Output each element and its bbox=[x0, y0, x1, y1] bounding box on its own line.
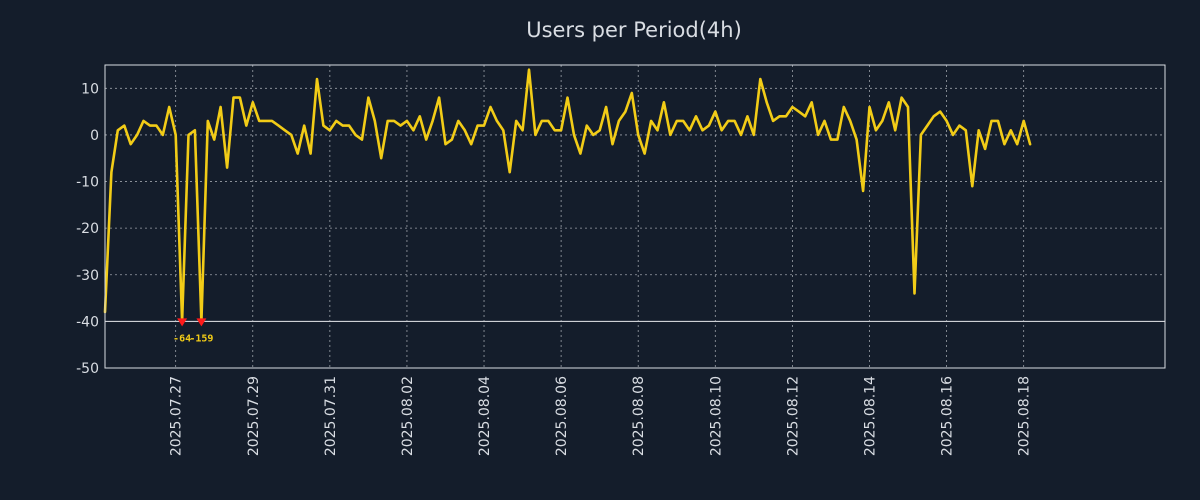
grid-layer bbox=[105, 65, 1165, 368]
x-tick-label: 2025.08.18 bbox=[1017, 376, 1033, 456]
y-tick-label: -40 bbox=[76, 314, 99, 330]
y-tick-label: 0 bbox=[90, 128, 99, 144]
y-axis-ticks: 10 0 -10 -20 -30 -40 -50 bbox=[76, 81, 99, 377]
x-tick-label: 2025.08.06 bbox=[554, 376, 570, 456]
y-tick-label: -20 bbox=[76, 221, 99, 237]
y-tick-label: -50 bbox=[76, 361, 99, 377]
x-tick-label: 2025.08.04 bbox=[477, 376, 493, 456]
x-tick-label: 2025.07.29 bbox=[246, 376, 262, 456]
x-tick-label: 2025.08.02 bbox=[400, 376, 416, 456]
x-tick-label: 2025.07.31 bbox=[323, 376, 339, 456]
y-tick-label: 10 bbox=[81, 81, 99, 97]
clipped-point-marker bbox=[177, 318, 188, 327]
x-tick-label: 2025.08.12 bbox=[785, 376, 801, 456]
clipped-point-label: -64 bbox=[173, 333, 191, 344]
clipped-point-label: -159 bbox=[189, 333, 213, 344]
series-layer bbox=[103, 68, 1032, 323]
x-tick-label: 2025.07.27 bbox=[169, 376, 185, 456]
chart-title: Users per Period(4h) bbox=[526, 18, 742, 42]
x-tick-label: 2025.08.14 bbox=[862, 376, 878, 456]
x-tick-label: 2025.08.16 bbox=[940, 376, 956, 456]
series-line-users bbox=[103, 68, 1032, 323]
clipped-point-marker bbox=[196, 318, 207, 327]
clipped-markers: -64-159 bbox=[173, 318, 213, 344]
x-tick-label: 2025.08.10 bbox=[708, 376, 724, 456]
y-tick-label: -30 bbox=[76, 268, 99, 284]
x-tick-label: 2025.08.08 bbox=[631, 376, 647, 456]
x-axis-ticks: 2025.07.27 2025.07.29 2025.07.31 2025.08.02… bbox=[169, 376, 1033, 456]
plot-frame bbox=[104, 64, 1166, 369]
y-tick-label: -10 bbox=[76, 175, 99, 191]
